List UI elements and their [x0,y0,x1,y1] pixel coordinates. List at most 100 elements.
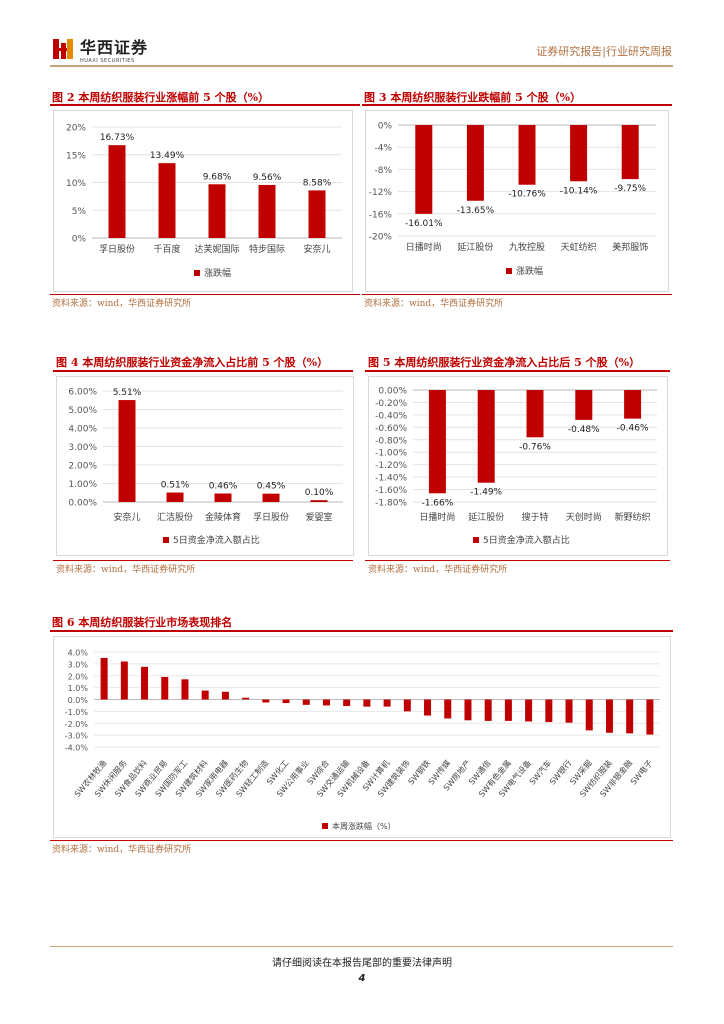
x-tick-label: 日播时尚 [406,241,442,253]
data-label: -1.49% [470,488,502,498]
data-label: 16.73% [100,133,135,143]
fig2-top-rule [50,104,360,106]
fig3-bottom-rule [362,294,672,295]
x-tick-label: 爱婴室 [305,511,332,523]
bar [621,125,639,180]
y-tick-label: 1.0% [68,684,89,693]
legend-swatch [322,823,328,829]
bar [118,400,136,502]
fig5-title: 图 5 本周纺织服装行业资金净流入占比后 5 个股（%） [368,356,641,369]
bar [585,699,593,731]
y-tick-label: -12% [369,188,393,198]
y-tick-label: 2.0% [68,672,89,681]
y-tick-label: -8% [374,166,392,176]
y-tick-label: 3.00% [68,443,97,453]
bar [181,679,189,700]
data-label: 0.45% [257,482,286,492]
y-tick-label: 4.0% [68,649,89,658]
bar [108,145,126,238]
y-tick-label: -0.20% [375,399,407,409]
bar [221,691,229,700]
legend-label: 本周涨跌幅（%） [332,821,396,831]
bar [575,390,593,420]
bar [141,666,149,700]
bar [545,699,553,723]
y-tick-label: -1.00% [375,449,407,459]
y-tick-label: 2.00% [68,462,97,472]
x-tick-label: 天虹纺织 [561,241,597,253]
bar [444,699,452,719]
y-tick-label: 0.00% [378,387,407,397]
bar [466,125,484,201]
bar [477,390,495,483]
fig2-bottom-rule [50,294,360,295]
fig5-source: 资料来源：wind，华西证券研究所 [368,565,508,575]
y-tick-label: -20% [369,233,393,243]
x-tick-label: 安奈儿 [113,511,140,523]
data-label: 5.51% [113,388,142,398]
brand-logo: 华西证券 HUAXI SECURITIES [52,34,148,64]
bar [161,676,169,700]
bar [308,190,326,238]
data-label: -0.48% [568,425,600,435]
legend-swatch [163,537,169,543]
bar [262,493,280,502]
y-tick-label: 1.00% [68,480,97,490]
data-label: 0.51% [161,481,190,491]
bar [526,390,544,438]
bar [518,125,536,185]
y-tick-label: 10% [66,179,86,189]
y-tick-label: 0.00% [68,499,97,509]
fig3-title: 图 3 本周纺织服装行业跌幅前 5 个股（%） [364,91,582,104]
x-tick-label: 美邦服饰 [612,241,648,253]
fig2-title: 图 2 本周纺织服装行业涨幅前 5 个股（%） [52,91,270,104]
y-tick-label: 5.00% [68,406,97,416]
y-tick-label: -1.20% [375,461,407,471]
y-tick-label: -2.0% [65,720,89,729]
x-tick-label: 特步国际 [249,243,285,255]
data-label: 0.46% [209,481,238,491]
legend-swatch [473,537,479,543]
x-tick-label: 九牧控股 [509,241,545,253]
y-tick-label: 20% [66,124,86,134]
y-tick-label: -0.60% [375,424,407,434]
logo-mark-icon [52,37,74,61]
report-type: 证券研究报告|行业研究周报 [536,45,672,58]
bar [570,125,588,182]
legend-label: 涨跌幅 [204,267,231,279]
data-label: 0.10% [305,488,334,498]
bar [343,699,351,707]
bar [282,699,290,704]
data-label: -0.76% [519,442,551,452]
bar [208,184,226,238]
fig3-top-rule [362,104,672,106]
fig3-chart: 0% -4% -8% -12% -16% -20% -16.01% 日播时尚 -13.65% 延江… [365,110,669,292]
y-tick-label: -3.0% [65,732,89,741]
bar [626,699,634,734]
y-tick-label: 5% [72,207,87,217]
fig5-top-rule [365,370,670,372]
x-tick-label: 孚日股份 [253,511,289,523]
bar [605,699,613,733]
bar [242,697,250,700]
bar [158,163,176,238]
bar [363,699,371,707]
fig4-bottom-rule [53,560,353,561]
legend-label: 5日资金净流入额占比 [483,534,570,546]
y-tick-label: 0% [378,122,393,132]
legend-swatch [506,268,512,274]
legal-disclaimer-note: 请仔细阅读在本报告尾部的重要法律声明 [272,958,452,969]
brand-name-en: HUAXI SECURITIES [80,58,135,64]
data-label: -10.14% [560,186,598,196]
header-divider [50,65,673,67]
bar [322,699,330,706]
y-tick-label: 6.00% [68,388,97,398]
fig4-source: 资料来源：wind，华西证券研究所 [56,565,196,575]
fig4-title: 图 4 本周纺织服装行业资金净流入占比前 5 个股（%） [56,356,329,369]
fig5-chart: 0.00% -0.20% -0.40% -0.60% -0.80% -1.00% -1.20… [368,376,668,556]
y-tick-label: -16% [369,210,393,220]
y-tick-label: 15% [66,151,86,161]
y-tick-label: 4.00% [68,425,97,435]
x-tick-label: 孚日股份 [99,243,135,255]
y-tick-label: -0.40% [375,411,407,421]
